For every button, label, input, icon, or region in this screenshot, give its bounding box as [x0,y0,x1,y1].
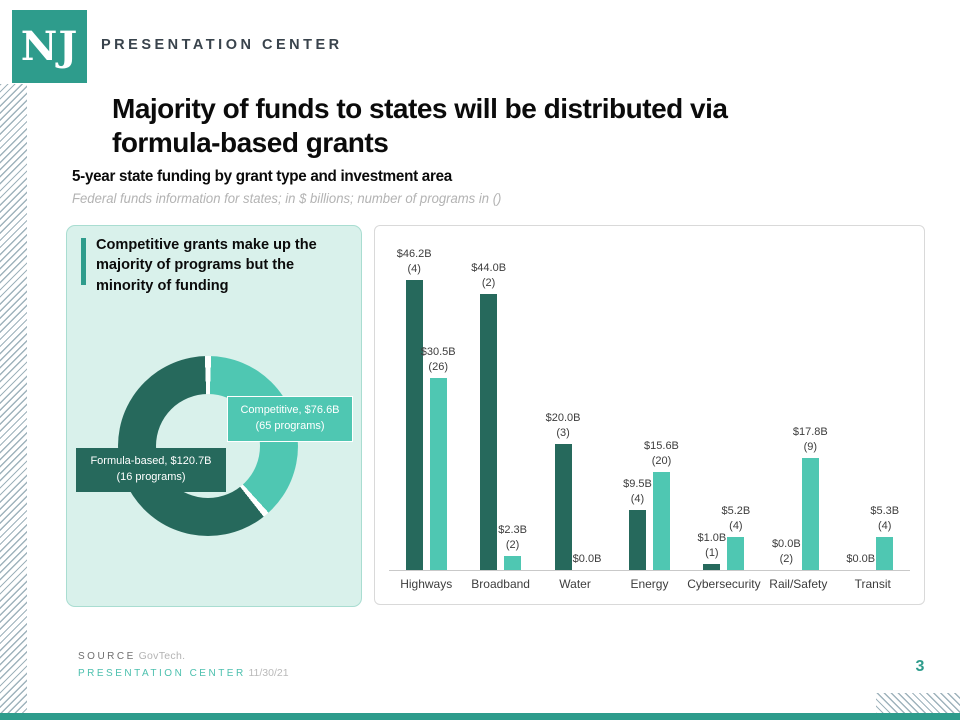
bar-value-label: $46.2B (4) [396,248,432,275]
callout-accent-bar [81,238,86,285]
category-label: Rail/Safety [769,577,828,591]
bar-value-label: $0.0B [846,552,876,565]
bar-slot: $5.2B (4) [722,278,750,570]
bar-value-label: $44.0B (2) [471,262,507,289]
bar-value-label: $2.3B (2) [498,524,527,551]
presentation-center-line: PRESENTATION CENTER 11/30/21 [78,667,289,679]
donut-ring [118,356,298,536]
category-label: Energy [630,577,669,591]
bar-slot: $5.3B (4) [870,278,899,570]
bar-slot: $0.0B (2) [772,278,801,570]
bar-competitive [727,537,745,570]
hatch-pattern-left [0,84,27,713]
footer: SOURCE GovTech. PRESENTATION CENTER 11/3… [78,650,289,679]
bar-group: $0.0B $5.3B (4) [836,278,910,570]
bar-value-label: $9.5B (4) [623,478,652,505]
bar-slot: $9.5B (4) [623,278,652,570]
bar-competitive [652,472,670,570]
bar-value-label: $17.8B (9) [792,426,828,453]
bar-group: $9.5B (4) $15.6B (20) [612,278,686,570]
category-label: Cybersecurity [687,577,761,591]
source-value: GovTech. [138,650,186,662]
bar-slot: $0.0B [846,278,875,570]
footer-date: 11/30/21 [248,667,289,679]
bar-formula-based [703,564,721,570]
bar-group: $1.0B (1) $5.2B (4) [687,278,761,570]
bar-slot: $2.3B (2) [498,278,527,570]
hatch-pattern-bottom-right [876,693,960,714]
slide-title-line1: Majority of funds to states will be dist… [112,93,728,124]
bar-group: $0.0B (2) $17.8B (9) [761,278,835,570]
chart-note: Federal funds information for states; in… [72,191,502,206]
bar-slot: $17.8B (9) [793,278,828,570]
donut-panel: Competitive grants make up the majority … [66,225,362,607]
bar-formula-based [405,280,423,570]
bar-slot: $44.0B (2) [471,262,506,570]
bar-value-label: $5.3B (4) [870,505,900,532]
bar-competitive [876,537,894,570]
bar-formula-based [480,294,498,570]
bar-formula-based [554,444,572,570]
bar-value-label: $5.2B (4) [721,505,751,532]
source-label: SOURCE [78,651,136,662]
bar-value-label: $30.5B (26) [420,346,456,373]
bar-competitive [504,556,522,570]
bar-slot: $0.0B [573,278,602,570]
callout-text: Competitive grants make up the majority … [96,236,317,294]
bar-value-label: $20.0B (3) [545,412,581,439]
bar-competitive [429,378,447,570]
bar-formula-based [628,510,646,570]
bar-slot: $15.6B (20) [644,278,679,570]
slide-title-line2: formula-based grants [112,126,389,158]
bar-value-label: $0.0B [572,552,602,565]
bar-competitive [801,458,819,570]
bar-value-label: $15.6B (20) [644,440,679,467]
bar-slot: $30.5B (26) [421,278,456,570]
source-line: SOURCE GovTech. [78,650,289,662]
chart-subtitle: 5-year state funding by grant type and i… [72,168,452,185]
bottom-accent-bar [0,713,960,720]
bar-group: $44.0B (2) $2.3B (2) [463,262,537,570]
donut-label-formula: Formula-based, $120.7B (16 programs) [76,448,226,492]
bar-value-label: $0.0B (2) [771,538,801,565]
bar-slot: $1.0B (1) [698,278,726,570]
donut-label-competitive: Competitive, $76.6B (65 programs) [227,396,353,442]
category-label: Transit [854,577,891,591]
slide-title: Majority of funds to states will be dist… [112,92,728,159]
nj-logo-text: NJ [20,23,79,70]
bar-plot: $46.2B (4) $30.5B (26) $44.0B (2) $2.3B (2)… [389,248,910,570]
bar-axis: Highways Broadband Water Energy Cybersecurit… [389,570,910,591]
category-label: Water [559,577,591,591]
nj-logo: NJ [12,10,87,83]
brand-header: PRESENTATION CENTER [101,37,343,53]
bar-slot: $46.2B (4) [397,248,432,570]
bar-slot: $20.0B (3) [546,278,580,570]
bar-group: $46.2B (4) $30.5B (26) [389,248,463,570]
bar-value-label: $1.0B (1) [697,532,727,559]
bar-chart-panel: $46.2B (4) $30.5B (26) $44.0B (2) $2.3B (2)… [374,225,925,605]
category-label: Broadband [471,577,530,591]
page-number: 3 [915,658,925,675]
footer-brand: PRESENTATION CENTER [78,668,246,679]
bar-group: $20.0B (3) $0.0B [538,278,612,570]
category-label: Highways [400,577,453,591]
